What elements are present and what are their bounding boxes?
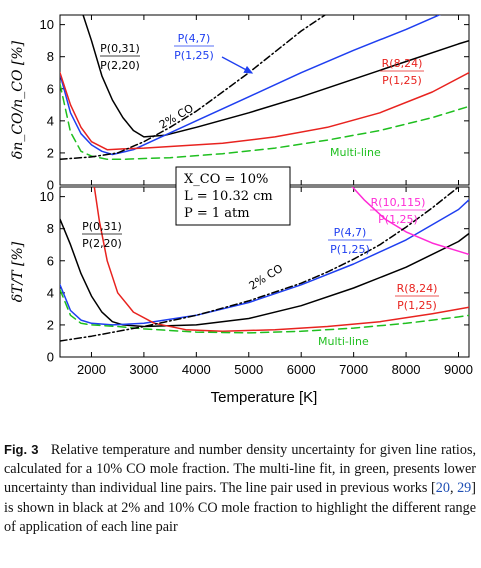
svg-text:R(10,115): R(10,115) bbox=[371, 196, 426, 209]
top-ytick-label: 2 bbox=[47, 145, 54, 160]
bottom-label-r824: R(8,24) P(1,25) bbox=[395, 282, 439, 312]
top-ytick-label: 6 bbox=[47, 81, 54, 96]
svg-text:P(1,25): P(1,25) bbox=[174, 49, 214, 62]
figure-caption: Fig. 3 Relative temperature and number d… bbox=[4, 440, 476, 537]
bottom-ytick-label: 6 bbox=[47, 253, 54, 268]
bottom-ytick-label: 10 bbox=[40, 189, 54, 204]
top-ylabel: δn_CO/n_CO [%] bbox=[10, 40, 26, 159]
xtick-label: 5000 bbox=[234, 362, 263, 377]
bottom-label-p47: P(4,7) P(1,25) bbox=[328, 226, 372, 256]
top-series-multi-line bbox=[60, 84, 469, 159]
xtick-label: 9000 bbox=[444, 362, 473, 377]
top-ytick-label: 10 bbox=[40, 17, 54, 32]
bottom-ytick-label: 2 bbox=[47, 317, 54, 332]
caption-text: Relative temperature and number density … bbox=[4, 442, 476, 535]
xtick-label: 7000 bbox=[339, 362, 368, 377]
citation-link[interactable]: 20 bbox=[436, 480, 450, 496]
bottom-ytick-label: 4 bbox=[47, 285, 54, 300]
xtick-label: 8000 bbox=[392, 362, 421, 377]
svg-text:R(8,24): R(8,24) bbox=[397, 282, 438, 295]
top-label-r824: R(8,24) P(1,25) bbox=[380, 57, 424, 87]
top-panel-frame bbox=[60, 15, 469, 185]
conditions-line-2: L = 10.32 cm bbox=[184, 189, 273, 204]
top-label-p031: P(0,31) P(2,20) bbox=[100, 42, 140, 72]
bottom-label-2co: 2% CO bbox=[247, 262, 286, 293]
svg-text:P(4,7): P(4,7) bbox=[334, 226, 367, 239]
xtick-label: 4000 bbox=[182, 362, 211, 377]
svg-text:R(8,24): R(8,24) bbox=[382, 57, 423, 70]
bottom-ylabel: δT/T [%] bbox=[10, 241, 26, 302]
top-label-p47: P(4,7) P(1,25) bbox=[174, 32, 252, 73]
top-ytick-label: 4 bbox=[47, 113, 54, 128]
bottom-ytick-label: 8 bbox=[47, 221, 54, 236]
xtick-label: 2000 bbox=[77, 362, 106, 377]
svg-text:P(1,25): P(1,25) bbox=[378, 213, 418, 226]
svg-text:P(0,31): P(0,31) bbox=[82, 220, 122, 233]
figure-number: Fig. 3 bbox=[4, 442, 39, 457]
bottom-label-multiline: Multi-line bbox=[318, 335, 369, 348]
bottom-label-r10: R(10,115) P(1,25) bbox=[370, 196, 426, 226]
x-axis-label: Temperature [K] bbox=[211, 389, 318, 406]
top-label-multiline: Multi-line bbox=[330, 146, 381, 159]
svg-text:P(1,25): P(1,25) bbox=[330, 243, 370, 256]
xtick-label: 6000 bbox=[287, 362, 316, 377]
citation-link[interactable]: 29 bbox=[457, 480, 471, 496]
svg-text:P(2,20): P(2,20) bbox=[82, 237, 122, 250]
top-ytick-label: 8 bbox=[47, 49, 54, 64]
top-label-2co: 2% CO bbox=[157, 102, 196, 132]
caption-fragment: Relative temperature and number density … bbox=[4, 442, 476, 496]
svg-text:P(4,7): P(4,7) bbox=[178, 32, 211, 45]
svg-text:P(2,20): P(2,20) bbox=[100, 59, 140, 72]
conditions-box: X_CO = 10% L = 10.32 cm P = 1 atm bbox=[176, 167, 290, 225]
bottom-ytick-label: 0 bbox=[47, 350, 54, 365]
conditions-line-1: X_CO = 10% bbox=[184, 172, 268, 187]
top-p47-arrow bbox=[222, 57, 252, 73]
xtick-label: 3000 bbox=[129, 362, 158, 377]
svg-text:P(1,25): P(1,25) bbox=[397, 299, 437, 312]
caption-fragment: , bbox=[450, 480, 457, 496]
svg-text:P(0,31): P(0,31) bbox=[100, 42, 140, 55]
svg-text:P(1,25): P(1,25) bbox=[382, 74, 422, 87]
conditions-line-3: P = 1 atm bbox=[184, 206, 250, 221]
